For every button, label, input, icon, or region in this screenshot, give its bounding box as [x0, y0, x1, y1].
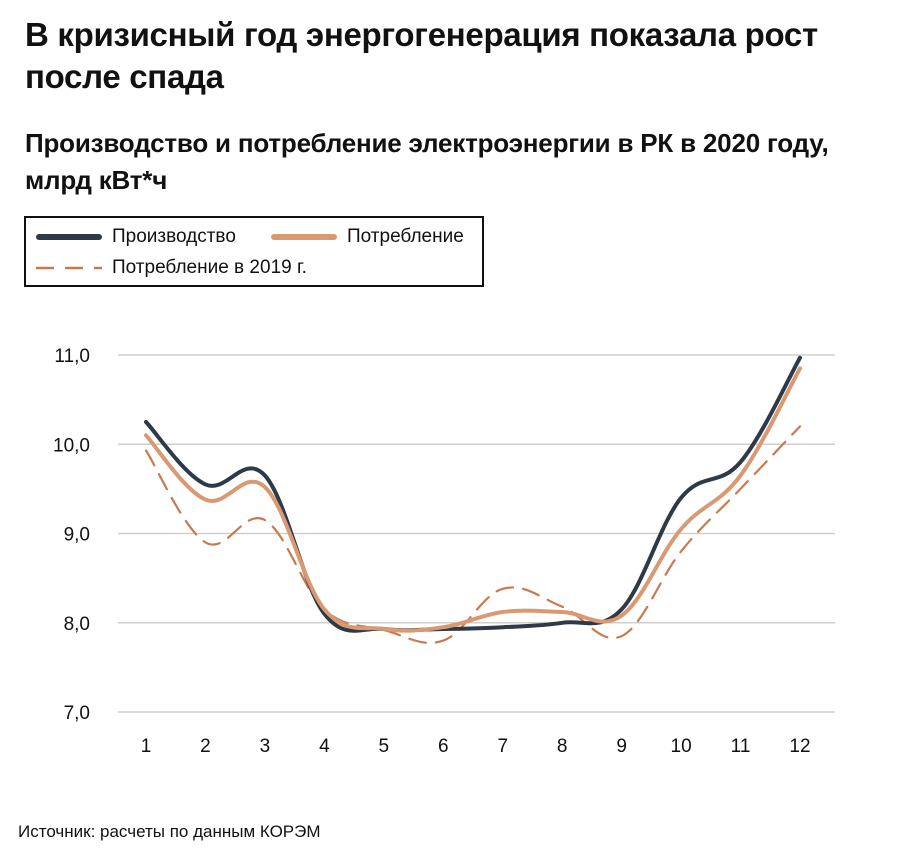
x-tick-label: 9	[616, 736, 627, 757]
legend-label-consumption-2019: Потребление в 2019 г.	[112, 257, 307, 278]
x-tick-label: 7	[497, 736, 508, 757]
x-tick-label: 2	[200, 736, 211, 757]
legend-label-consumption: Потребление	[347, 226, 464, 247]
legend-swatch-consumption-2019	[36, 266, 102, 270]
x-tick-label: 3	[260, 736, 271, 757]
y-tick-label: 8,0	[64, 614, 90, 635]
series-line-consumption	[144, 366, 802, 633]
chart-subtitle: Производство и потребление электроэнерги…	[25, 128, 829, 195]
legend-item-consumption: Потребление	[271, 226, 464, 248]
y-tick-label: 10,0	[53, 435, 90, 456]
chart-series	[144, 355, 802, 644]
chart-legend: Производство Потребление Потребление в 2…	[24, 216, 484, 287]
x-tick-label: 10	[671, 736, 692, 757]
x-tick-label: 5	[379, 736, 390, 757]
x-tick-label: 1	[141, 736, 152, 757]
page-title: В кризисный год энергогенерация показала…	[25, 16, 818, 95]
source-note: Источник: расчеты по данным КОРЭМ	[18, 822, 321, 841]
x-tick-label: 4	[319, 736, 330, 757]
x-tick-label: 8	[557, 736, 568, 757]
x-axis-tick-labels: 1 2 3 4 5 6 7 8 9 10 11 12	[141, 736, 811, 757]
y-tick-label: 9,0	[64, 525, 90, 546]
legend-item-production: Производство	[36, 226, 236, 248]
y-tick-label: 7,0	[64, 703, 90, 724]
legend-swatch-production	[36, 234, 102, 240]
x-tick-label: 12	[789, 736, 810, 757]
legend-item-consumption-2019: Потребление в 2019 г.	[36, 257, 307, 279]
y-tick-label: 11,0	[54, 346, 90, 367]
series-line-consumption-2019	[144, 425, 802, 644]
legend-swatch-consumption	[271, 234, 337, 240]
chart-gridlines	[118, 354, 835, 713]
y-axis-tick-labels: 7,0 8,0 9,0 10,0 11,0	[53, 346, 90, 724]
x-tick-label: 6	[438, 736, 449, 757]
legend-label-production: Производство	[112, 226, 236, 247]
series-line-production	[144, 355, 802, 633]
x-tick-label: 11	[731, 736, 751, 757]
